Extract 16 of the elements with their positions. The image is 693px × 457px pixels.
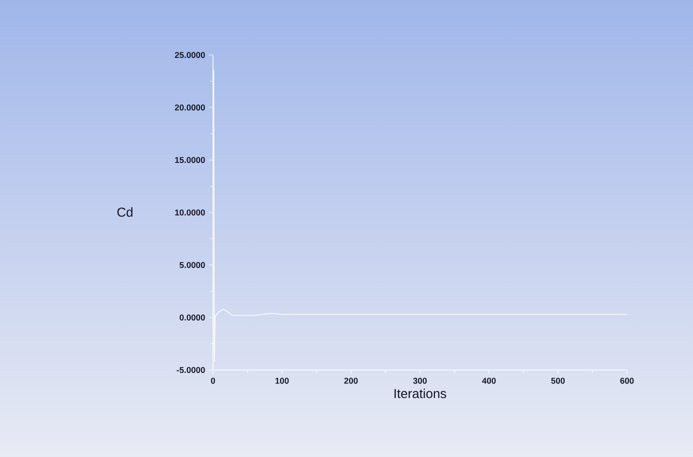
y-tick-label: 5.0000	[180, 262, 205, 268]
x-tick-label: 100	[275, 378, 289, 384]
y-tick-label: 10.0000	[175, 210, 205, 216]
x-tick-label: 400	[482, 378, 496, 384]
y-axis-title: Cd	[117, 207, 132, 217]
x-tick-label: 0	[210, 378, 216, 384]
x-tick-label: 300	[413, 378, 427, 384]
y-tick-label: 0.0000	[180, 314, 205, 320]
y-tick-label: 20.0000	[174, 104, 205, 110]
x-axis-title: Iterations	[394, 388, 446, 398]
x-tick-label: 600	[620, 378, 634, 384]
x-tick-label: 500	[551, 378, 565, 384]
y-tick-label: -5.0000	[176, 367, 205, 373]
y-tick-label: 15.0000	[175, 157, 205, 163]
y-tick-label: 25.0000	[174, 52, 205, 58]
x-tick-label: 200	[344, 378, 358, 384]
